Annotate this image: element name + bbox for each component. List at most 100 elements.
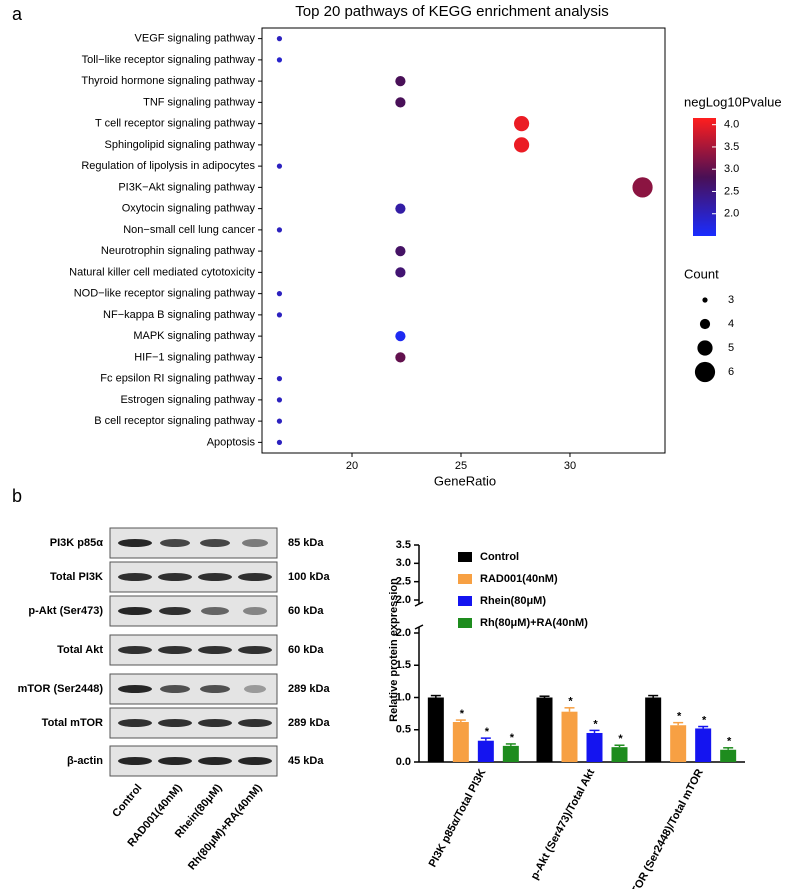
y-tick-label: Thyroid hormone signaling pathway xyxy=(81,75,255,87)
blot-band xyxy=(200,539,230,547)
blot-band xyxy=(198,573,232,581)
y-tick-label: Estrogen signaling pathway xyxy=(120,394,255,406)
significance-marker: * xyxy=(460,708,465,720)
bubble xyxy=(513,116,530,132)
y-tick-label: 2.5 xyxy=(396,576,411,588)
bubble xyxy=(395,352,406,363)
y-tick-label: Regulation of lipolysis in adipocytes xyxy=(81,160,255,172)
colorbar xyxy=(693,118,716,236)
colorbar-tick-label: 3.0 xyxy=(724,163,739,175)
y-tick-label: Toll−like receptor signaling pathway xyxy=(82,54,256,66)
significance-marker: * xyxy=(568,696,573,708)
bar xyxy=(561,711,578,762)
bubble xyxy=(513,137,530,153)
bubble xyxy=(276,163,283,169)
blot-band xyxy=(242,539,268,547)
blot-band xyxy=(158,757,192,765)
y-tick-label: Sphingolipid signaling pathway xyxy=(105,139,256,151)
blot-band xyxy=(198,757,232,765)
y-tick-label: Fc epsilon RI signaling pathway xyxy=(100,373,255,385)
bubble xyxy=(395,76,406,87)
blot-band xyxy=(201,607,229,615)
bar xyxy=(720,749,737,762)
y-tick-label: 2.0 xyxy=(396,627,411,639)
significance-marker: * xyxy=(727,736,732,748)
y-tick-label: TNF signaling pathway xyxy=(143,96,255,108)
x-tick-label: 30 xyxy=(564,460,576,472)
chart-title: Top 20 pathways of KEGG enrichment analy… xyxy=(295,3,609,20)
blot-band xyxy=(238,757,272,765)
axis-break xyxy=(414,601,424,607)
blot-row-label: Total Akt xyxy=(57,644,103,656)
blot-band xyxy=(158,646,192,654)
bubble xyxy=(276,376,283,382)
legend-label: Rhein(80μM) xyxy=(480,595,546,607)
blot-size-label: 289 kDa xyxy=(288,717,330,729)
blot-band xyxy=(118,719,152,727)
significance-marker: * xyxy=(677,711,682,723)
blot-band xyxy=(238,646,272,654)
color-legend-title: negLog10Pvalue xyxy=(684,94,782,109)
colorbar-tick-label: 2.0 xyxy=(724,208,739,220)
blot-band xyxy=(200,685,230,693)
bubble xyxy=(276,418,283,424)
bar xyxy=(695,728,712,762)
significance-marker: * xyxy=(593,718,598,730)
y-tick-label: Non−small cell lung cancer xyxy=(123,224,255,236)
y-tick-label: PI3K−Akt signaling pathway xyxy=(118,181,255,193)
blot-size-label: 60 kDa xyxy=(288,605,324,617)
size-legend-marker xyxy=(697,340,713,356)
blot-row-label: β-actin xyxy=(67,755,103,767)
x-axis-title: GeneRatio xyxy=(434,473,496,488)
legend-swatch xyxy=(458,552,472,562)
x-tick-label: 25 xyxy=(455,460,467,472)
bubble xyxy=(276,312,283,318)
x-tick-label: mTOR (Ser2448)/Total mTOR xyxy=(625,767,706,889)
bubble xyxy=(395,331,406,342)
y-tick-label: 0.5 xyxy=(396,724,411,736)
blot-size-label: 289 kDa xyxy=(288,683,330,695)
blot-band xyxy=(198,719,232,727)
y-tick-label: 0.0 xyxy=(396,756,411,768)
bubble xyxy=(276,439,283,445)
y-tick-label: 3.0 xyxy=(396,557,411,569)
bar xyxy=(670,725,687,762)
legend-swatch xyxy=(458,574,472,584)
y-tick-label: B cell receptor signaling pathway xyxy=(94,415,255,427)
legend-swatch xyxy=(458,596,472,606)
bar xyxy=(452,722,469,762)
blot-band xyxy=(118,757,152,765)
bubble xyxy=(276,291,283,297)
y-tick-label: NF−kappa B signaling pathway xyxy=(103,309,255,321)
size-legend-marker xyxy=(694,361,716,383)
y-tick-label: 3.5 xyxy=(396,539,411,551)
y-tick-label: HIF−1 signaling pathway xyxy=(134,351,255,363)
x-tick-label: 20 xyxy=(346,460,358,472)
size-legend-label: 4 xyxy=(728,318,734,330)
blot-lane-label: Control xyxy=(110,782,144,820)
blot-band xyxy=(160,539,190,547)
bar xyxy=(502,745,519,762)
colorbar-tick-label: 2.5 xyxy=(724,185,739,197)
bar xyxy=(536,697,553,762)
y-tick-label: 1.5 xyxy=(396,659,411,671)
blot-band xyxy=(238,573,272,581)
bubble xyxy=(276,227,283,233)
legend-swatch xyxy=(458,618,472,628)
bubble xyxy=(632,177,653,198)
y-tick-label: VEGF signaling pathway xyxy=(135,33,256,45)
y-tick-label: Apoptosis xyxy=(207,436,256,448)
bubble xyxy=(276,57,283,63)
blot-band xyxy=(118,539,152,547)
size-legend-title: Count xyxy=(684,266,719,281)
blot-row-label: p-Akt (Ser473) xyxy=(28,605,103,617)
blot-row-label: Total mTOR xyxy=(42,717,103,729)
bubble xyxy=(395,267,406,278)
blot-band xyxy=(238,719,272,727)
blot-band xyxy=(118,573,152,581)
significance-marker: * xyxy=(485,726,490,738)
blot-band xyxy=(118,685,152,693)
y-tick-label: Natural killer cell mediated cytotoxicit… xyxy=(69,266,255,278)
x-tick-label: PI3K p85α/Total PI3K xyxy=(427,767,489,869)
